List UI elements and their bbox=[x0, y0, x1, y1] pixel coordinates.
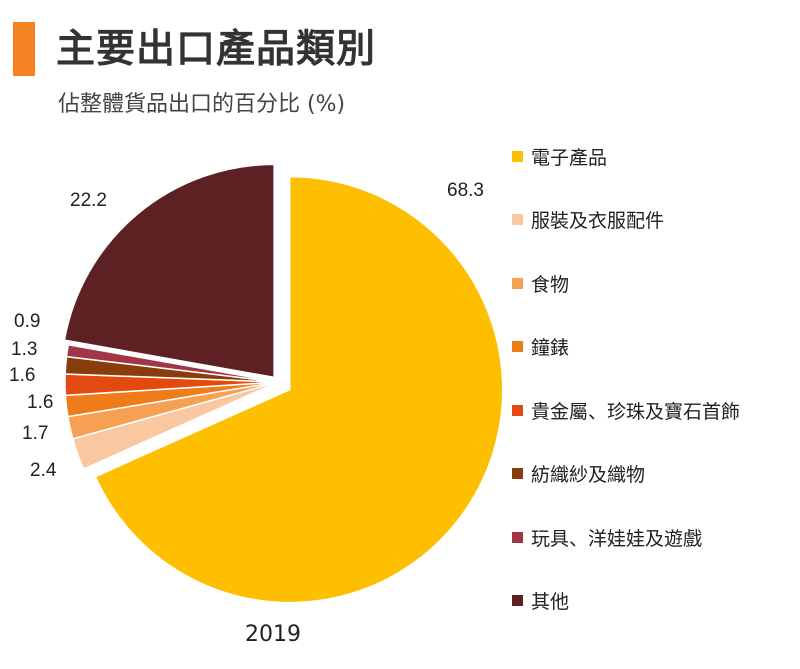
legend-label: 食物 bbox=[531, 273, 570, 296]
legend-item-0: 電子產品 bbox=[512, 136, 607, 176]
legend-label: 鐘錶 bbox=[531, 337, 570, 359]
slice-value-label-5: 1.3 bbox=[11, 339, 37, 360]
legend-swatch bbox=[512, 595, 523, 606]
legend-item-3: 鐘錶 bbox=[512, 327, 569, 367]
pie-slice-6 bbox=[65, 343, 279, 383]
legend-swatch bbox=[512, 214, 523, 225]
slice-value-label-6: 0.9 bbox=[14, 311, 40, 332]
chart-year-label: 2019 bbox=[245, 622, 301, 647]
slice-value-label-4: 1.6 bbox=[9, 365, 35, 386]
legend-label: 貴金屬、珍珠及寶石首飾 bbox=[531, 400, 741, 423]
legend-item-1: 服裝及衣服配件 bbox=[512, 200, 664, 240]
legend-label: 電子產品 bbox=[531, 146, 608, 169]
legend-label: 玩具、洋娃娃及遊戲 bbox=[531, 527, 703, 550]
legend-item-6: 玩具、洋娃娃及遊戲 bbox=[512, 517, 702, 557]
legend-swatch bbox=[512, 341, 523, 352]
slice-value-label-1: 2.4 bbox=[30, 460, 57, 481]
legend-swatch bbox=[512, 531, 523, 543]
legend-item-5: 紡織紗及織物 bbox=[512, 454, 645, 494]
legend-swatch bbox=[512, 404, 523, 416]
slice-value-label-0: 68.3 bbox=[447, 180, 484, 201]
legend-item-7: 其他 bbox=[512, 581, 569, 621]
legend-swatch bbox=[512, 277, 523, 289]
legend-item-4: 貴金屬、珍珠及寶石首飾 bbox=[512, 390, 740, 430]
slice-value-label-2: 1.7 bbox=[22, 423, 48, 444]
slice-value-label-7: 22.2 bbox=[70, 190, 107, 211]
slice-value-label-3: 1.6 bbox=[27, 392, 53, 413]
chart-title: 主要出口產品類別 bbox=[56, 27, 377, 72]
legend-swatch bbox=[512, 150, 523, 162]
legend-item-2: 食物 bbox=[512, 263, 569, 303]
pie-slice-0 bbox=[94, 175, 504, 604]
legend-label: 紡織紗及織物 bbox=[531, 464, 646, 486]
title-accent-bar bbox=[13, 22, 35, 76]
pie-slice-7 bbox=[63, 163, 275, 379]
legend-swatch bbox=[512, 468, 523, 479]
legend-label: 服裝及衣服配件 bbox=[531, 210, 665, 232]
chart-subtitle: 佔整體貨品出口的百分比 (%) bbox=[58, 92, 346, 117]
legend-label: 其他 bbox=[531, 591, 570, 613]
